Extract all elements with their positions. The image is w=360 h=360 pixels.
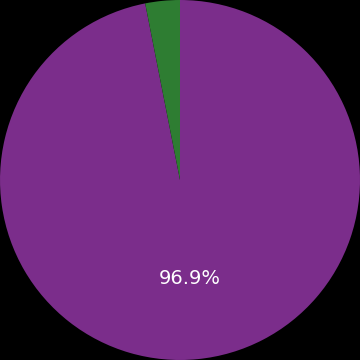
Wedge shape	[145, 0, 180, 180]
Text: 96.9%: 96.9%	[159, 269, 221, 288]
